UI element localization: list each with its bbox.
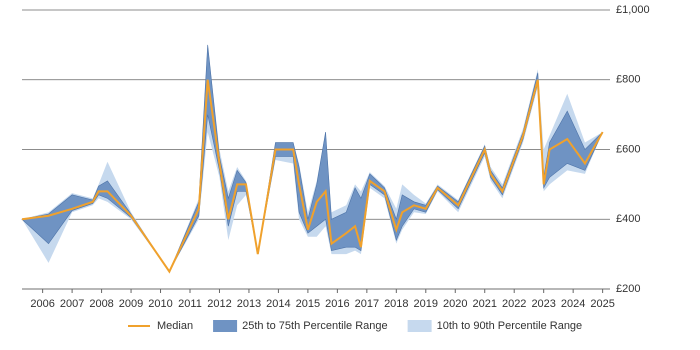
x-tick-label: 2011 xyxy=(178,298,202,310)
legend-label: 10th to 90th Percentile Range xyxy=(437,320,583,332)
x-tick-label: 2010 xyxy=(148,298,172,310)
x-tick-label: 2016 xyxy=(325,298,349,310)
median-line xyxy=(21,79,604,274)
y-tick-label: £800 xyxy=(616,74,640,86)
x-tick-label: 2019 xyxy=(414,298,438,310)
legend-swatch xyxy=(407,320,432,332)
x-tick-label: 2024 xyxy=(561,298,585,310)
x-tick-label: 2017 xyxy=(355,298,379,310)
legend-label: Median xyxy=(157,320,193,332)
x-tick-label: 2006 xyxy=(30,298,54,310)
x-tick-label: 2023 xyxy=(531,298,555,310)
x-tick-label: 2025 xyxy=(590,298,614,310)
y-tick-label: £200 xyxy=(616,283,640,295)
legend-label: 25th to 75th Percentile Range xyxy=(242,320,388,332)
legend-swatch xyxy=(213,320,238,332)
x-tick-label: 2021 xyxy=(472,298,496,310)
x-tick-label: 2013 xyxy=(237,298,261,310)
x-tick-label: 2009 xyxy=(119,298,143,310)
x-tick-label: 2022 xyxy=(502,298,526,310)
y-tick-label: £600 xyxy=(616,143,640,155)
x-tick-label: 2007 xyxy=(60,298,84,310)
x-tick-label: 2008 xyxy=(89,298,113,310)
x-tick-label: 2020 xyxy=(443,298,467,310)
x-tick-label: 2015 xyxy=(296,298,320,310)
x-tick-label: 2018 xyxy=(384,298,408,310)
x-tick-label: 2014 xyxy=(266,298,290,310)
y-tick-label: £1,000 xyxy=(616,4,650,16)
x-tick-label: 2012 xyxy=(207,298,231,310)
y-tick-label: £400 xyxy=(616,213,640,225)
